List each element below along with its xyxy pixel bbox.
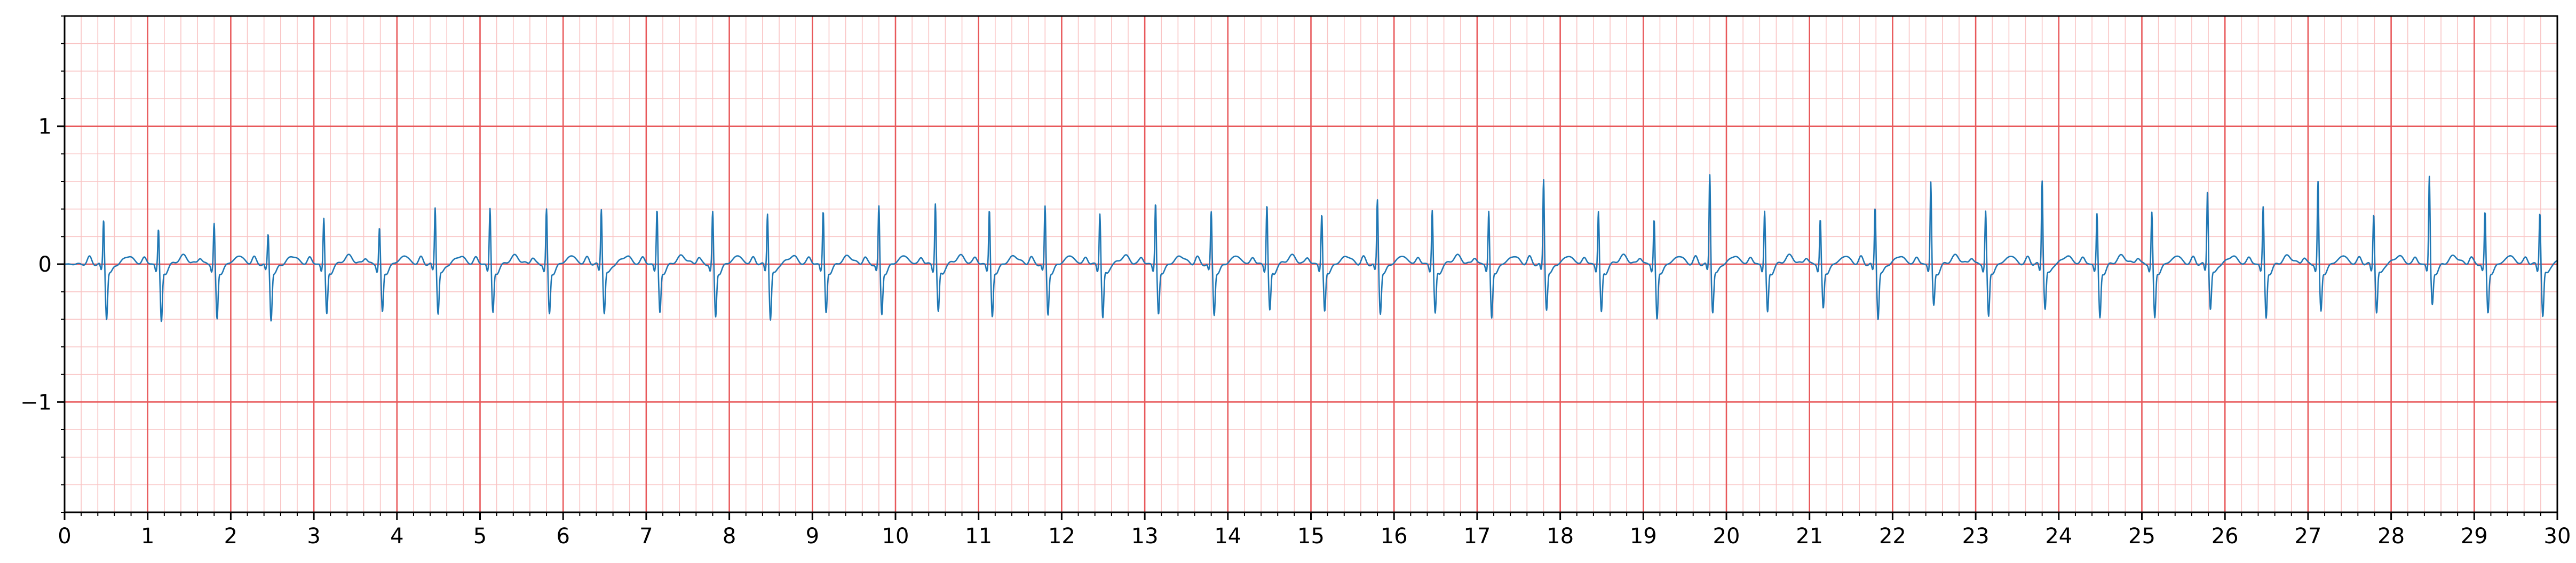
x-tick-label: 18 — [1547, 524, 1574, 549]
x-tick-label: 3 — [307, 524, 320, 549]
x-tick-label: 5 — [473, 524, 487, 549]
x-tick-label: 30 — [2544, 524, 2571, 549]
x-tick-label: 15 — [1297, 524, 1325, 549]
ecg-trace-line — [64, 174, 2558, 322]
x-tick-label: 2 — [224, 524, 237, 549]
major-grid — [64, 16, 2558, 512]
x-tick-label: 10 — [882, 524, 909, 549]
x-tick-label: 24 — [2045, 524, 2072, 549]
x-tick-label: 27 — [2294, 524, 2321, 549]
x-tick-label: 29 — [2461, 524, 2488, 549]
x-tick-label: 13 — [1131, 524, 1159, 549]
x-tick-label: 1 — [141, 524, 154, 549]
x-tick-label: 21 — [1796, 524, 1823, 549]
x-axis: 0 1 2 3 4 5 6 7 8 9 10 11 12 13 14 15 16 17 18 19 20 21 22 23 24… — [58, 512, 2571, 549]
x-tick-label: 22 — [1879, 524, 1906, 549]
y-tick-label: −1 — [20, 390, 52, 415]
y-axis: −1 0 1 — [20, 15, 65, 513]
x-tick-label: 19 — [1630, 524, 1657, 549]
x-tick-label: 8 — [723, 524, 736, 549]
x-tick-label: 9 — [806, 524, 819, 549]
x-tick-label: 14 — [1214, 524, 1241, 549]
y-tick-label: 1 — [38, 115, 52, 139]
x-tick-label: 6 — [556, 524, 569, 549]
x-tick-label: 26 — [2212, 524, 2239, 549]
ecg-trace-layer — [64, 174, 2558, 322]
x-tick-label: 20 — [1713, 524, 1740, 549]
x-tick-label: 12 — [1048, 524, 1075, 549]
x-tick-label: 4 — [390, 524, 403, 549]
x-tick-label: 7 — [639, 524, 653, 549]
x-tick-label: 16 — [1381, 524, 1408, 549]
x-tick-label: 17 — [1463, 524, 1491, 549]
x-tick-label: 25 — [2128, 524, 2155, 549]
x-tick-label: 23 — [1962, 524, 1990, 549]
y-tick-label: 0 — [38, 252, 52, 277]
x-tick-label: 28 — [2377, 524, 2405, 549]
x-tick-label: 0 — [58, 524, 71, 549]
x-tick-label: 11 — [965, 524, 992, 549]
